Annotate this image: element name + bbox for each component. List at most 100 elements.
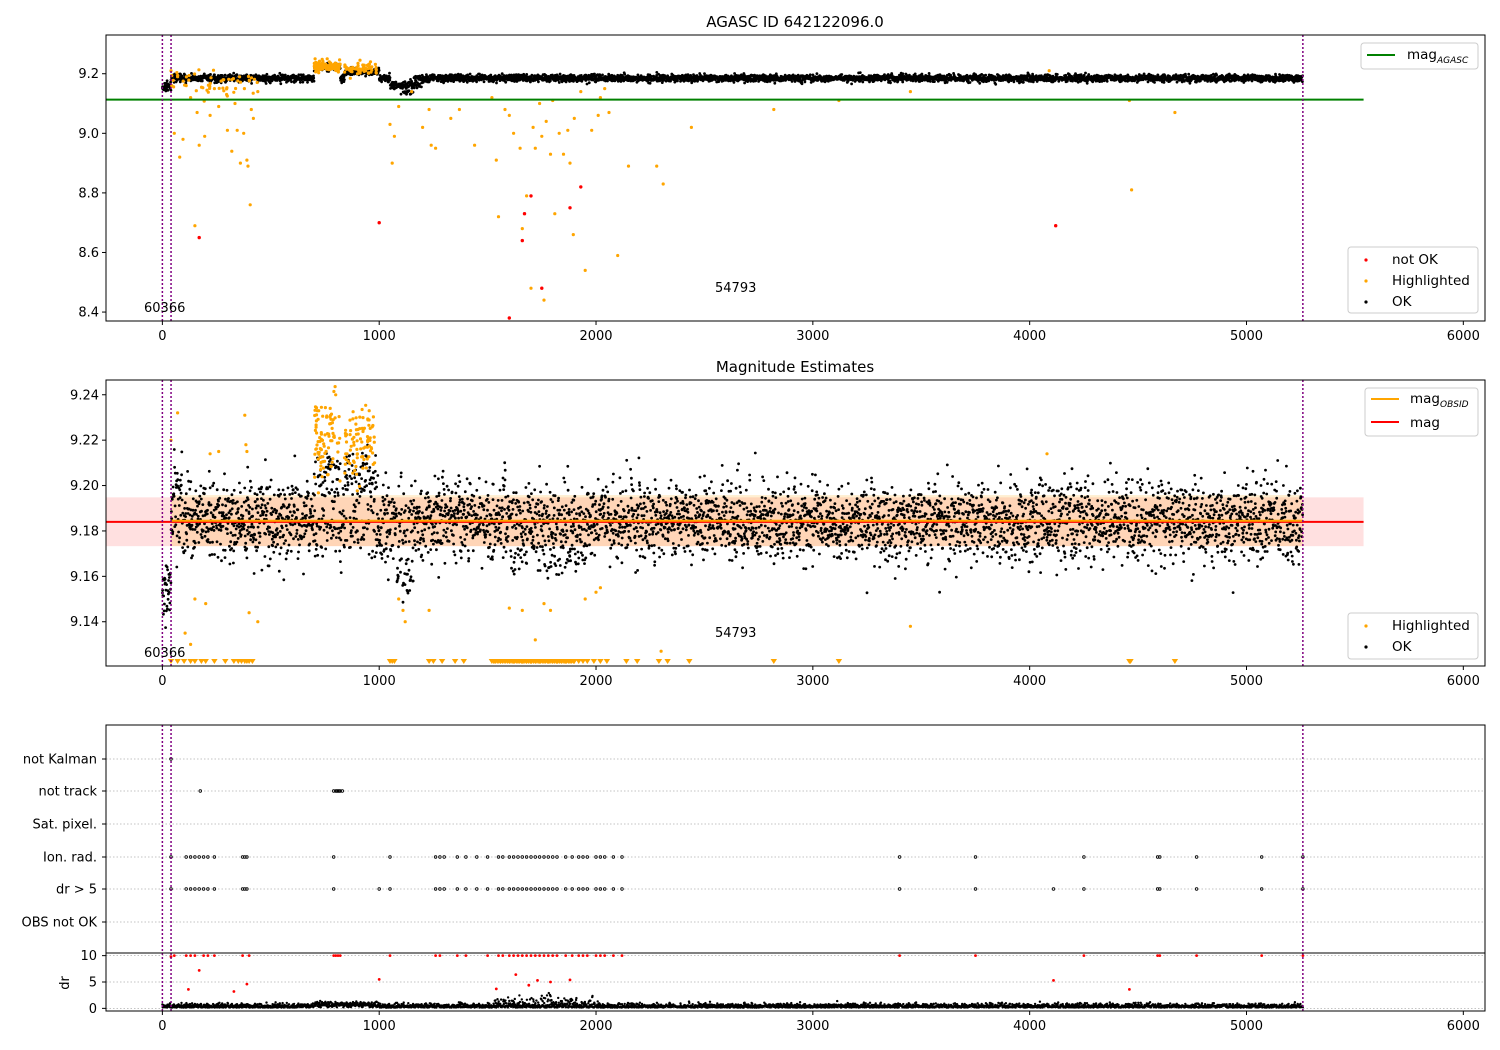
- highlighted-point: [327, 60, 331, 64]
- ok-point: [279, 82, 283, 86]
- ok-point: [1084, 71, 1087, 75]
- highlighted-point: [1130, 188, 1134, 192]
- ok-point: [968, 81, 972, 84]
- ok-point: [929, 80, 932, 83]
- highlighted-point: [507, 113, 511, 117]
- highlighted-point: [230, 78, 234, 82]
- highlighted-point: [317, 59, 322, 63]
- highlighted-point: [255, 80, 259, 85]
- ok-point: [449, 79, 453, 83]
- ok-point: [1188, 81, 1192, 85]
- ok-point: [1055, 73, 1059, 76]
- legend-label-not-ok: not OK: [1392, 252, 1439, 268]
- highlighted-point: [590, 128, 594, 132]
- ok-point: [444, 79, 447, 83]
- not-ok-point: [579, 185, 583, 189]
- legend-marker-ok: [1364, 300, 1368, 304]
- highlighted-point: [325, 57, 329, 61]
- ok-point: [415, 86, 419, 90]
- highlighted-point: [251, 91, 255, 95]
- highlighted-point: [187, 78, 191, 82]
- highlighted-point: [434, 146, 438, 150]
- ok-point: [994, 82, 998, 86]
- ok-point: [606, 79, 609, 83]
- highlighted-point: [367, 64, 371, 68]
- ok-point: [169, 80, 173, 84]
- not-ok-point: [540, 286, 544, 290]
- highlighted-point: [908, 90, 913, 94]
- ok-point: [202, 72, 206, 76]
- ok-point: [966, 78, 970, 82]
- legend-mag-agasc-base: mag: [1407, 47, 1437, 63]
- ok-point: [388, 78, 392, 82]
- highlighted-point: [195, 110, 199, 115]
- ok-point: [388, 76, 392, 80]
- ok-point: [380, 80, 383, 84]
- ok-point: [549, 79, 552, 83]
- ok-point: [861, 80, 865, 84]
- highlighted-point: [245, 158, 249, 162]
- highlighted-point: [494, 158, 498, 162]
- ok-point: [800, 82, 804, 86]
- panel1-ytick-label-3: 9.0: [78, 127, 99, 142]
- ok-point: [500, 72, 504, 75]
- highlighted-point: [503, 107, 507, 112]
- ok-point: [264, 82, 268, 85]
- ok-point: [557, 81, 561, 84]
- legend-marker-highlighted: [1364, 279, 1368, 283]
- ok-point: [858, 71, 862, 74]
- ok-point: [676, 79, 679, 83]
- highlighted-point: [326, 66, 331, 70]
- panel1-ytick-label-0: 8.4: [78, 306, 99, 321]
- not-ok-point: [520, 238, 524, 243]
- ok-point: [306, 80, 309, 84]
- ok-point: [232, 71, 236, 75]
- not-ok-point: [1054, 224, 1058, 228]
- highlighted-point: [178, 155, 182, 159]
- panel1-xtick-label-0: 0: [158, 329, 166, 344]
- ok-point: [669, 79, 672, 83]
- highlighted-point: [251, 116, 255, 120]
- ok-point: [343, 78, 346, 81]
- ok-point: [803, 80, 807, 84]
- highlighted-point: [314, 60, 318, 64]
- not-ok-point: [529, 194, 533, 198]
- highlighted-point: [529, 286, 533, 290]
- highlighted-point: [238, 75, 242, 79]
- ok-point: [447, 79, 450, 82]
- highlighted-point: [252, 77, 257, 81]
- ok-point: [200, 79, 204, 83]
- highlighted-point: [392, 134, 396, 138]
- ok-point: [312, 74, 315, 78]
- ok-point: [840, 73, 844, 76]
- highlighted-point: [368, 60, 373, 64]
- ok-point: [850, 82, 853, 86]
- highlighted-point: [217, 104, 221, 109]
- highlighted-point: [661, 182, 665, 186]
- ok-point: [901, 72, 905, 76]
- highlighted-point: [193, 224, 197, 228]
- highlighted-point: [343, 65, 347, 69]
- highlighted-point: [427, 107, 431, 112]
- ok-point: [1162, 81, 1166, 84]
- highlighted-point: [410, 90, 414, 94]
- highlighted-point: [181, 79, 185, 83]
- ok-point: [601, 73, 604, 77]
- ok-point: [590, 74, 594, 78]
- highlighted-point: [533, 146, 537, 150]
- not-ok-point: [197, 235, 201, 240]
- ok-point: [442, 81, 445, 85]
- ok-point: [378, 74, 382, 77]
- ok-point: [945, 81, 949, 84]
- ok-point: [585, 82, 589, 86]
- highlighted-point: [234, 86, 238, 91]
- highlighted-point: [583, 268, 587, 272]
- ok-point: [209, 73, 212, 76]
- legend-mag-agasc-subscript: AGASC: [1436, 56, 1469, 66]
- panel1-ytick-label-1: 8.6: [78, 246, 99, 261]
- highlighted-point: [358, 58, 362, 62]
- highlighted-point: [193, 72, 197, 76]
- highlighted-point: [525, 194, 529, 198]
- highlighted-point: [355, 72, 360, 76]
- ok-point: [504, 80, 508, 84]
